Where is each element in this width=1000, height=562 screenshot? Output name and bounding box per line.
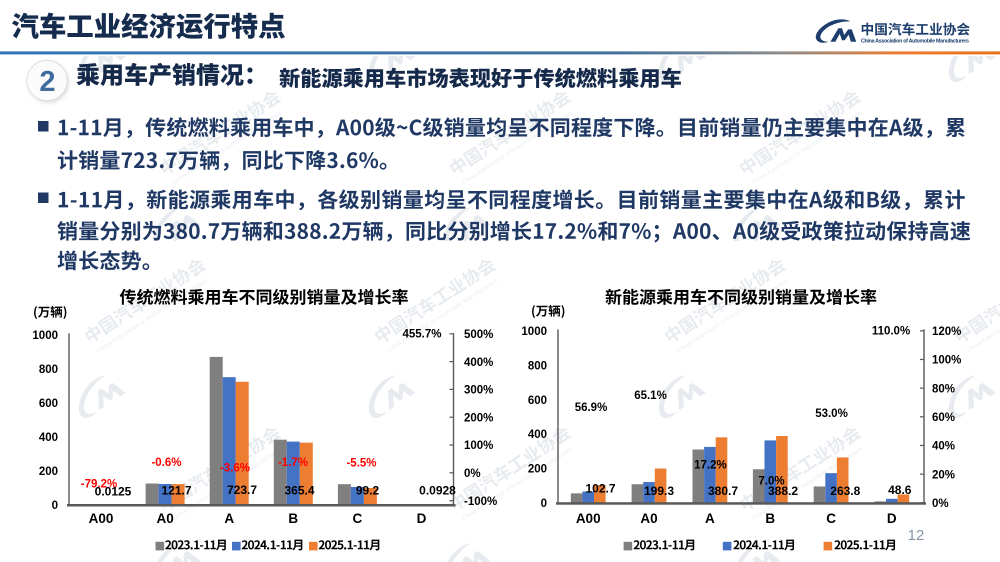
svg-text:102.7: 102.7 [585, 482, 615, 496]
svg-text:300%: 300% [464, 385, 493, 397]
svg-text:0.0928: 0.0928 [419, 484, 456, 498]
svg-text:A0: A0 [640, 511, 657, 526]
svg-text:365.4: 365.4 [284, 484, 314, 498]
svg-text:48.6: 48.6 [888, 483, 912, 497]
svg-text:A00: A00 [576, 511, 601, 526]
svg-text:65.1%: 65.1% [634, 390, 667, 402]
svg-text:0: 0 [541, 498, 547, 510]
svg-text:B: B [765, 511, 775, 526]
svg-text:2: 2 [39, 66, 55, 98]
svg-text:723.7: 723.7 [227, 483, 257, 497]
svg-text:A0: A0 [156, 511, 173, 526]
svg-text:263.8: 263.8 [830, 484, 860, 498]
svg-text:400: 400 [528, 429, 547, 441]
svg-text:1000: 1000 [32, 330, 58, 342]
svg-text:200: 200 [39, 466, 58, 478]
svg-text:D: D [887, 511, 897, 526]
svg-text:0: 0 [52, 500, 58, 512]
svg-text:400: 400 [39, 432, 58, 444]
svg-text:D: D [417, 511, 427, 526]
svg-text:-1.7%: -1.7% [278, 457, 308, 469]
svg-text:800: 800 [528, 360, 547, 372]
svg-text:455.7%: 455.7% [402, 329, 441, 341]
svg-text:40%: 40% [932, 441, 955, 453]
svg-text:20%: 20% [932, 469, 955, 481]
svg-text:600: 600 [39, 398, 58, 410]
svg-text:400%: 400% [464, 357, 493, 369]
svg-text:121.7: 121.7 [161, 484, 191, 498]
svg-text:A00: A00 [89, 511, 114, 526]
svg-text:0%: 0% [464, 468, 481, 480]
svg-text:1000: 1000 [521, 326, 547, 338]
svg-text:A: A [705, 511, 715, 526]
svg-text:110.0%: 110.0% [872, 326, 910, 338]
svg-text:-3.6%: -3.6% [220, 463, 250, 475]
svg-text:120%: 120% [932, 326, 961, 338]
svg-text:56.9%: 56.9% [575, 402, 608, 414]
svg-text:380.7: 380.7 [708, 484, 738, 498]
svg-text:0%: 0% [932, 498, 949, 510]
svg-text:B: B [288, 511, 298, 526]
svg-text:99.2: 99.2 [356, 484, 380, 498]
svg-text:-0.6%: -0.6% [151, 457, 181, 469]
svg-text:China Association of Automobil: China Association of Automobile Manufact… [861, 38, 969, 44]
svg-text:7.0%: 7.0% [758, 476, 784, 488]
svg-text:500%: 500% [464, 329, 493, 341]
svg-text:200: 200 [528, 464, 547, 476]
svg-text:-79.2%: -79.2% [81, 479, 117, 491]
svg-text:-5.5%: -5.5% [346, 458, 376, 470]
svg-text:600: 600 [528, 395, 547, 407]
svg-text:53.0%: 53.0% [815, 408, 848, 420]
svg-text:60%: 60% [932, 412, 955, 424]
svg-text:12: 12 [908, 527, 925, 544]
svg-text:C: C [826, 511, 836, 526]
svg-text:800: 800 [39, 364, 58, 376]
svg-text:388.2: 388.2 [768, 484, 798, 498]
svg-text:100%: 100% [932, 355, 961, 367]
svg-text:-100%: -100% [464, 496, 497, 508]
svg-text:17.2%: 17.2% [694, 460, 727, 472]
svg-text:100%: 100% [464, 440, 493, 452]
svg-text:80%: 80% [932, 383, 955, 395]
svg-text:C: C [353, 511, 363, 526]
svg-text:200%: 200% [464, 412, 493, 424]
svg-text:199.3: 199.3 [644, 484, 674, 498]
svg-text:0.0125: 0.0125 [95, 485, 132, 499]
svg-text:A: A [224, 511, 234, 526]
